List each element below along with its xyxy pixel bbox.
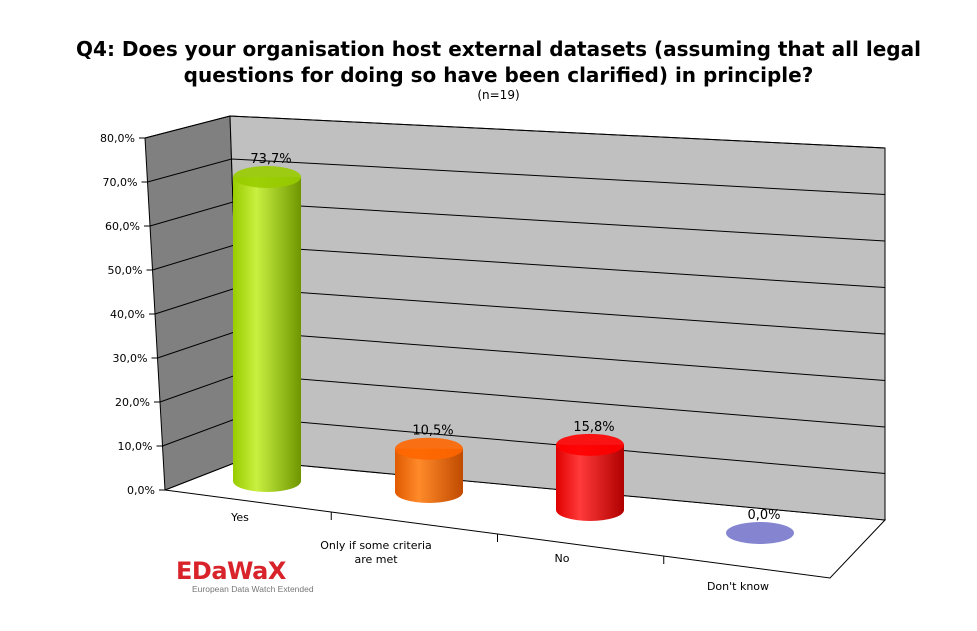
y-tick-label: 0,0% — [127, 484, 155, 497]
chart-title-line-2: questions for doing so have been clarifi… — [183, 63, 814, 87]
bar-0 — [233, 165, 301, 493]
chart-side-wall — [144, 115, 243, 491]
y-tick-label: 30,0% — [113, 352, 148, 365]
bar-body — [395, 448, 463, 503]
bar-1 — [395, 437, 463, 503]
x-category-label-line: No — [555, 552, 570, 565]
chart-title: Q4: Does your organisation host external… — [60, 36, 937, 88]
x-category-label: Yes — [230, 511, 249, 524]
bar-body — [556, 444, 624, 521]
y-tick-label: 80,0% — [100, 132, 135, 145]
bar-body — [233, 176, 301, 493]
x-category-label-line: are met — [354, 553, 398, 566]
x-category-label: Only if some criteria are met — [320, 539, 432, 566]
bar-3 — [726, 522, 794, 544]
y-tick-label: 40,0% — [110, 308, 145, 321]
x-category-label-line: Only if some criteria — [320, 539, 432, 552]
data-label: 0,0% — [747, 508, 780, 523]
data-label: 15,8% — [573, 420, 614, 435]
data-label: 10,5% — [412, 424, 453, 439]
bar-top — [556, 433, 624, 456]
bar-top — [233, 165, 301, 188]
y-tick-label: 20,0% — [115, 396, 150, 409]
x-category-label: Don't know — [707, 580, 769, 593]
y-tick-label: 10,0% — [118, 440, 153, 453]
edawax-logo: EDaWaX European Data Watch Extended — [176, 558, 314, 594]
gridline — [144, 115, 886, 149]
data-label: 73,7% — [250, 152, 291, 167]
x-category-label-line: Don't know — [707, 580, 769, 593]
y-tick-label: 70,0% — [103, 176, 138, 189]
chart-subtitle: (n=19) — [477, 88, 520, 102]
y-tick-label: 50,0% — [108, 264, 143, 277]
bar-top — [395, 437, 463, 460]
logo-mark: EDaWaX — [176, 557, 286, 585]
x-category-label: No — [555, 552, 570, 565]
bar-top — [726, 522, 794, 544]
x-category-label-line: Yes — [230, 511, 249, 524]
chart-title-line-1: Q4: Does your organisation host external… — [76, 37, 921, 61]
gridline — [147, 158, 886, 195]
logo-tagline: European Data Watch Extended — [192, 584, 314, 594]
bar-2 — [556, 433, 624, 521]
y-tick-label: 60,0% — [105, 220, 140, 233]
